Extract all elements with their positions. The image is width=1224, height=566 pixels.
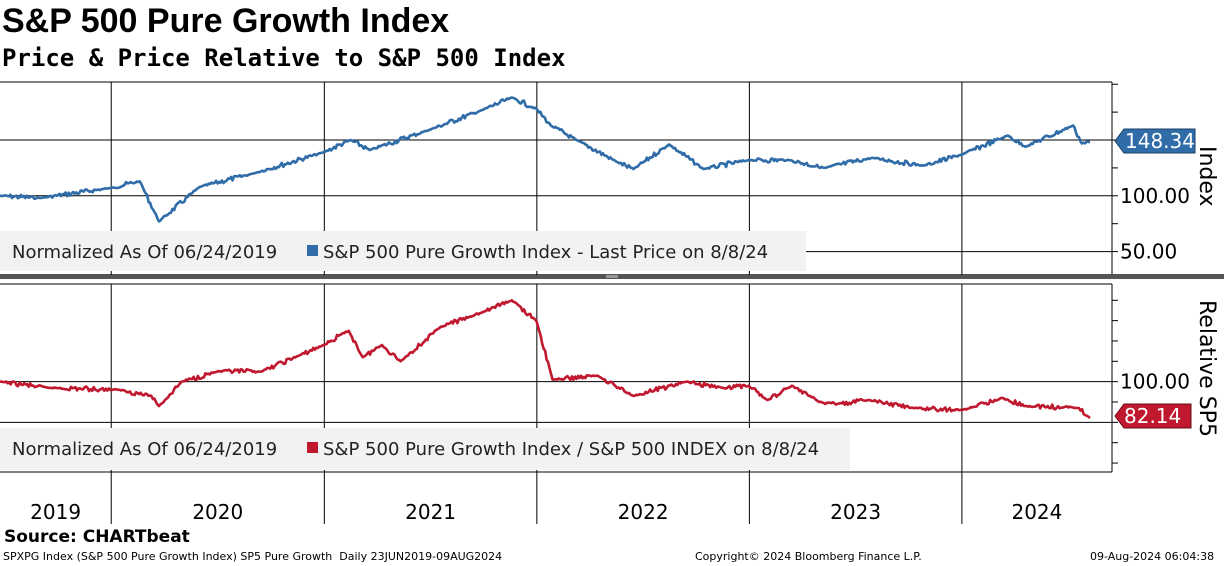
- y-tick-label: 50.00: [1120, 240, 1177, 264]
- x-tick-label: 2023: [830, 500, 881, 524]
- top-legend-box: [0, 231, 806, 271]
- footer-timestamp: 09-Aug-2024 06:04:38: [1090, 550, 1215, 563]
- top-legend-entry: S&P 500 Pure Growth Index - Last Price o…: [323, 242, 768, 263]
- bottom-legend-swatch: [307, 442, 318, 453]
- price-series-line: [0, 96, 1091, 223]
- footer-copyright: Copyright© 2024 Bloomberg Finance L.P.: [695, 550, 922, 563]
- relative-series-line: [0, 299, 1091, 420]
- chart-subtitle: Price & Price Relative to S&P 500 Index: [2, 44, 566, 72]
- footer-description: SPXPG Index (S&P 500 Pure Growth Index) …: [3, 550, 503, 563]
- last-value-tag-bottom: [1114, 403, 1192, 429]
- x-tick-label: 2024: [1011, 500, 1062, 524]
- bottom-legend-prefix: Normalized As Of 06/24/2019: [12, 439, 277, 460]
- top-legend-swatch: [307, 245, 318, 256]
- top-legend-prefix: Normalized As Of 06/24/2019: [12, 242, 277, 263]
- source-label: Source: CHARTbeat: [4, 527, 190, 547]
- x-tick-label: 2022: [618, 500, 669, 524]
- x-tick-label: 2020: [192, 500, 243, 524]
- top-y-axis-label: Index: [1194, 146, 1219, 207]
- bottom-y-axis-label: Relative SP5: [1194, 300, 1219, 437]
- chart-title: S&P 500 Pure Growth Index: [2, 2, 450, 40]
- divider-handle[interactable]: [606, 275, 618, 278]
- last-value-bottom: 82.14: [1124, 404, 1181, 428]
- last-value-top: 148.34: [1125, 129, 1195, 153]
- y-tick-label: 100.00: [1120, 370, 1190, 394]
- last-value-tag-top: [1114, 128, 1196, 154]
- x-tick-label: 2019: [30, 500, 81, 524]
- x-tick-label: 2021: [405, 500, 456, 524]
- bottom-legend-entry: S&P 500 Pure Growth Index / S&P 500 INDE…: [323, 439, 819, 460]
- y-tick-label: 100.00: [1120, 184, 1190, 208]
- bottom-legend-box: [0, 428, 850, 470]
